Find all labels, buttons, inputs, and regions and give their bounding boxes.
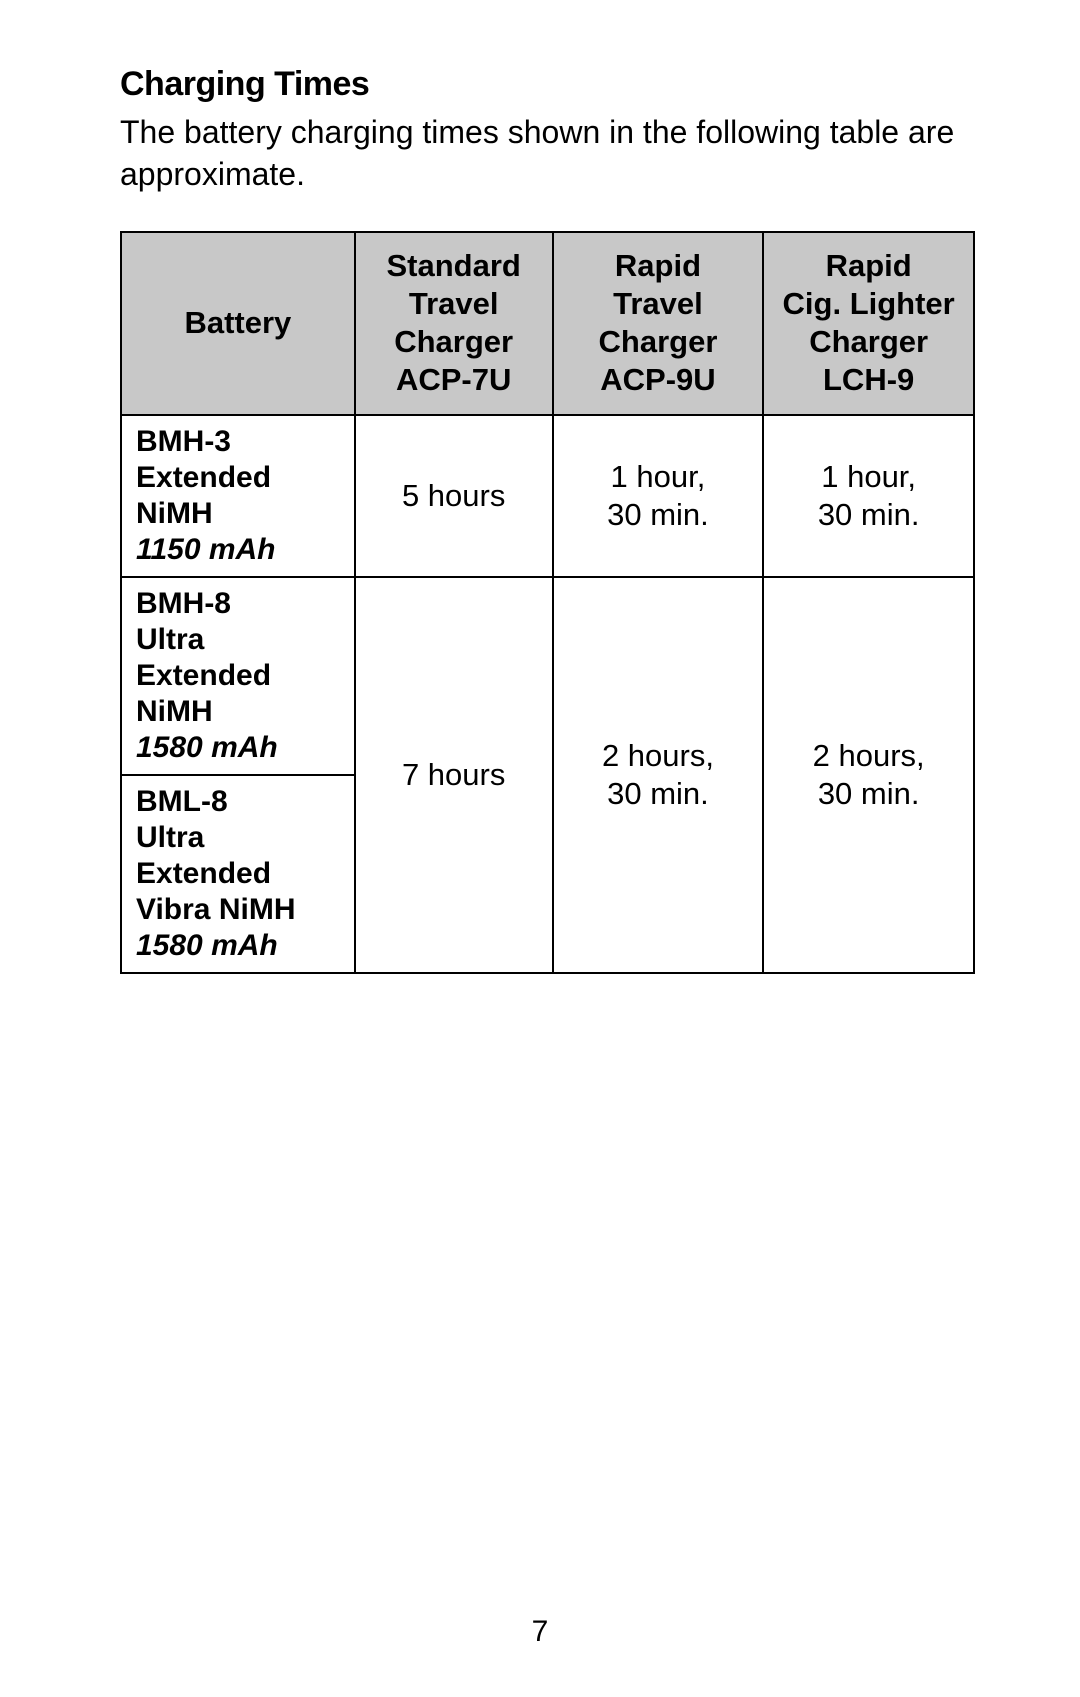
battery-cell-bmh3: BMH-3 Extended NiMH 1150 mAh xyxy=(121,415,355,577)
charging-times-table: Battery Standard Travel Charger ACP-7U R… xyxy=(120,231,975,974)
value-line: 30 min. xyxy=(607,497,709,532)
value-cell: 1 hour, 30 min. xyxy=(763,415,974,577)
col-header-line: Standard xyxy=(386,248,520,283)
battery-desc: NiMH xyxy=(136,695,213,728)
value-cell: 2 hours, 30 min. xyxy=(763,577,974,973)
table-header-row: Battery Standard Travel Charger ACP-7U R… xyxy=(121,232,974,415)
col-header-line: Charger xyxy=(394,324,513,359)
value-line: 1 hour, xyxy=(611,459,706,494)
value-line: 2 hours, xyxy=(602,738,714,773)
battery-desc: NiMH xyxy=(136,497,213,530)
col-header-line: Rapid xyxy=(826,248,912,283)
value-line: 30 min. xyxy=(818,497,920,532)
col-header-battery: Battery xyxy=(121,232,355,415)
col-header-line: Travel xyxy=(409,286,499,321)
value-line: 1 hour, xyxy=(821,459,916,494)
battery-model: BMH-3 xyxy=(136,425,231,458)
col-header-line: ACP-9U xyxy=(600,362,715,397)
value-cell: 1 hour, 30 min. xyxy=(553,415,764,577)
col-header-line: Charger xyxy=(809,324,928,359)
value-line: 30 min. xyxy=(607,776,709,811)
value-cell: 2 hours, 30 min. xyxy=(553,577,764,973)
battery-model: BMH-8 xyxy=(136,587,231,620)
value-cell: 5 hours xyxy=(355,415,553,577)
col-header-line: LCH-9 xyxy=(823,362,914,397)
col-header-line: Rapid xyxy=(615,248,701,283)
battery-cell-bml8: BML-8 Ultra Extended Vibra NiMH 1580 mAh xyxy=(121,775,355,973)
section-title: Charging Times xyxy=(120,65,975,104)
col-header-line: ACP-7U xyxy=(396,362,511,397)
battery-desc: Ultra Extended xyxy=(136,821,271,890)
document-page: Charging Times The battery charging time… xyxy=(0,0,1080,974)
col-header-line: Travel xyxy=(613,286,703,321)
battery-capacity: 1580 mAh xyxy=(136,731,278,764)
col-header-line: Cig. Lighter xyxy=(783,286,955,321)
col-header-lch9: Rapid Cig. Lighter Charger LCH-9 xyxy=(763,232,974,415)
table-row: BMH-8 Ultra Extended NiMH 1580 mAh 7 hou… xyxy=(121,577,974,775)
value-line: 30 min. xyxy=(818,776,920,811)
battery-model: BML-8 xyxy=(136,785,228,818)
page-number: 7 xyxy=(0,1615,1080,1649)
battery-capacity: 1580 mAh xyxy=(136,929,278,962)
battery-desc: Extended xyxy=(136,461,271,494)
battery-desc: Ultra Extended xyxy=(136,623,271,692)
col-header-acp7u: Standard Travel Charger ACP-7U xyxy=(355,232,553,415)
battery-desc: Vibra NiMH xyxy=(136,893,295,926)
value-line: 2 hours, xyxy=(813,738,925,773)
intro-paragraph: The battery charging times shown in the … xyxy=(120,112,975,195)
battery-capacity: 1150 mAh xyxy=(136,533,276,566)
col-header-acp9u: Rapid Travel Charger ACP-9U xyxy=(553,232,764,415)
value-cell: 7 hours xyxy=(355,577,553,973)
col-header-line: Charger xyxy=(599,324,718,359)
battery-cell-bmh8: BMH-8 Ultra Extended NiMH 1580 mAh xyxy=(121,577,355,775)
table-row: BMH-3 Extended NiMH 1150 mAh 5 hours 1 h… xyxy=(121,415,974,577)
